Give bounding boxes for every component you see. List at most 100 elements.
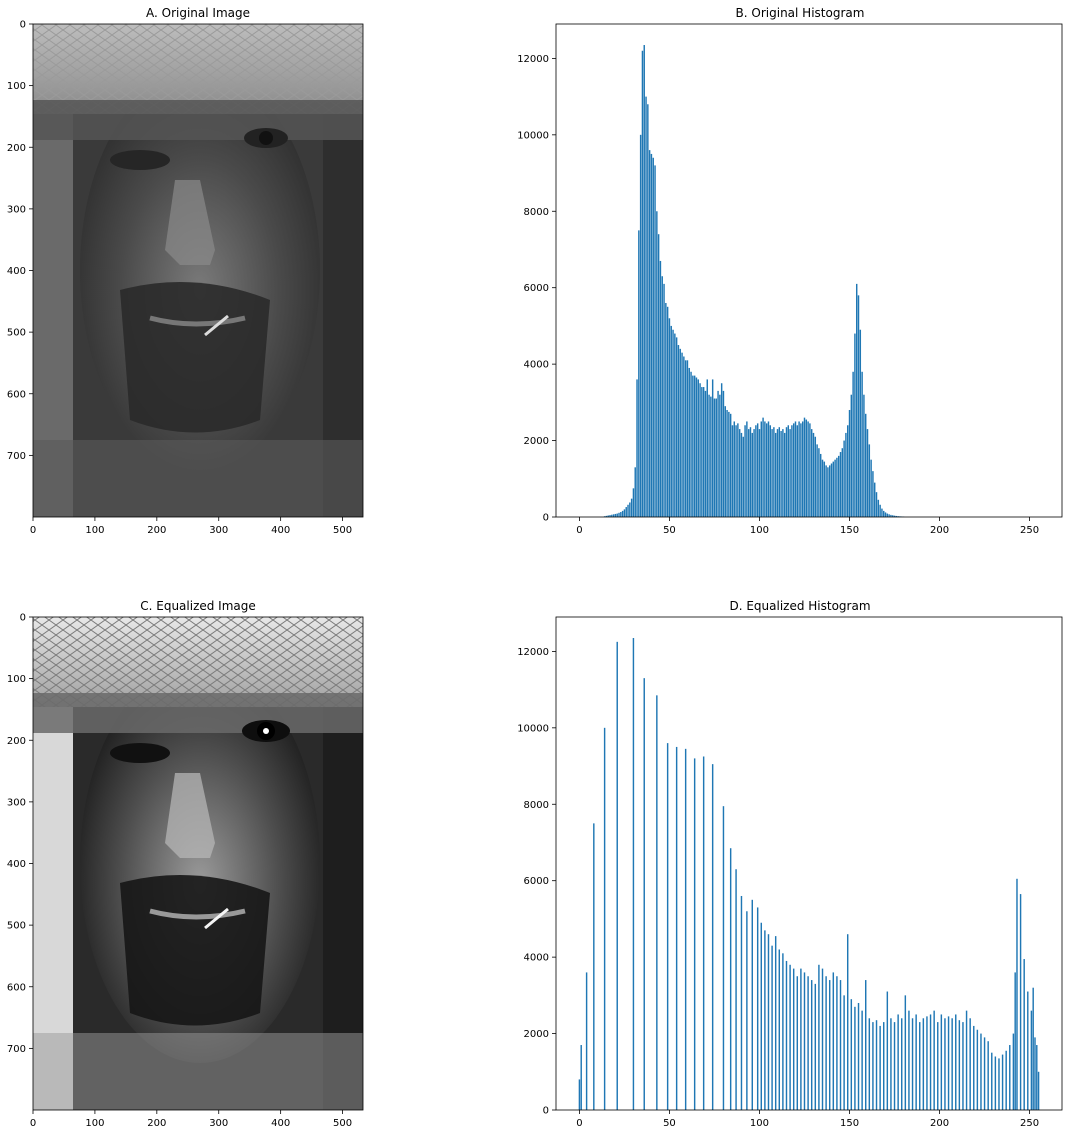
x-tick-label: 200	[147, 525, 166, 536]
histogram-bar	[751, 432, 753, 517]
histogram-bar	[854, 1006, 856, 1110]
histogram-bar	[713, 398, 716, 517]
histogram-bar	[717, 390, 719, 517]
histogram-bar	[666, 306, 669, 517]
histogram-bar	[872, 1022, 874, 1110]
histogram-bar	[875, 1020, 878, 1110]
histogram-bar	[756, 907, 759, 1110]
y-tick-label: 0	[543, 1106, 549, 1117]
x-tick-label: 150	[840, 1118, 859, 1129]
histogram-bar	[886, 513, 889, 517]
histogram-bar	[816, 444, 818, 517]
histogram-bar	[699, 383, 701, 517]
panel-equalized-image: C. Equalized Image 0 100 200 300 400 500 0 100 2…	[7, 599, 364, 1129]
histogram-bar	[803, 417, 806, 517]
panel-original-image: A. Original Image 0 100 200 300 400 500 0 100 20…	[7, 6, 364, 536]
histogram-bar	[865, 413, 867, 517]
histogram-bar	[836, 976, 838, 1110]
histogram-bar	[774, 432, 777, 517]
histogram-bar	[755, 425, 757, 517]
histogram-bar	[612, 514, 615, 517]
histogram-bar	[796, 976, 799, 1110]
histogram-bar	[926, 1016, 928, 1110]
histogram-bar	[857, 295, 860, 517]
histogram-bar	[933, 1010, 935, 1110]
histogram-bar	[805, 419, 808, 517]
panel-original-histogram: B. Original Histogram 0 50 100 150 200 250 0 20…	[517, 6, 1063, 536]
x-tick-label: 400	[271, 1118, 290, 1129]
histogram-bar	[810, 980, 813, 1110]
histogram-bar	[825, 465, 827, 517]
histogram-bar	[901, 1018, 903, 1110]
x-tick-label: 0	[30, 1118, 36, 1129]
histogram-bar	[684, 748, 687, 1110]
histogram-bar	[675, 746, 678, 1110]
histogram-bar	[776, 429, 779, 517]
histogram-bar	[866, 429, 869, 517]
x-tick-label: 150	[840, 525, 859, 536]
histogram-bar	[657, 234, 660, 518]
histogram-bar	[1019, 894, 1022, 1110]
histogram-bar	[874, 482, 876, 517]
histogram-bar	[737, 423, 739, 517]
histogram-bar	[764, 930, 766, 1110]
histogram-bar	[845, 432, 847, 517]
histogram-bar	[810, 429, 813, 517]
histogram-bar	[621, 510, 624, 517]
histogram-bar	[883, 510, 885, 517]
histogram-bar	[643, 678, 645, 1110]
histogram-bar	[976, 1029, 979, 1110]
histogram-bar	[888, 514, 890, 517]
histogram-bar	[884, 512, 887, 517]
panel-a-title: A. Original Image	[146, 6, 250, 20]
histogram-bar	[965, 1010, 968, 1110]
histogram-bar	[1034, 1037, 1036, 1110]
y-tick-label: 200	[7, 736, 26, 747]
histogram-bar	[1030, 1010, 1033, 1110]
histogram-bar	[785, 960, 788, 1110]
panel-equalized-histogram: D. Equalized Histogram 0 50 100 150 200 250 0 2…	[517, 599, 1063, 1129]
histogram-bar	[893, 1022, 896, 1110]
panel-b-title: B. Original Histogram	[736, 6, 865, 20]
histogram-bar	[947, 1016, 950, 1110]
x-tick-label: 300	[209, 525, 228, 536]
histogram-bar	[818, 964, 820, 1110]
histogram-bar	[1001, 1054, 1004, 1110]
histogram-bar	[773, 427, 775, 517]
y-tick-label: 700	[7, 451, 26, 462]
histogram-bar	[973, 1025, 975, 1110]
y-tick-label: 0	[20, 613, 26, 624]
histogram-bar	[857, 1002, 860, 1110]
histogram-bar	[821, 968, 824, 1110]
histogram-bar	[1009, 1045, 1011, 1110]
y-tick-label: 2000	[524, 436, 549, 447]
histogram-bar	[711, 379, 714, 517]
histogram-bar	[904, 995, 907, 1110]
y-tick-label: 500	[7, 328, 26, 339]
histogram-bar	[580, 1045, 582, 1110]
histogram-bar	[785, 427, 788, 517]
histogram-bar	[1005, 1050, 1007, 1110]
histogram-bar	[742, 436, 744, 517]
histogram-bar	[955, 1014, 957, 1110]
histogram-bar	[783, 432, 786, 517]
histogram-bar	[656, 211, 658, 518]
histogram-bar	[636, 379, 638, 517]
histogram-bar	[798, 421, 800, 517]
histogram-bar	[818, 448, 820, 517]
histogram-bar	[801, 421, 804, 517]
histogram-bar	[616, 641, 618, 1110]
histogram-bar	[868, 1018, 871, 1110]
histogram-bar	[890, 514, 892, 517]
histogram-bar	[821, 459, 824, 517]
histogram-bar	[828, 465, 831, 517]
x-tick-label: 250	[1020, 525, 1039, 536]
histogram-bar	[848, 409, 851, 517]
equalized-image	[33, 617, 363, 1110]
y-tick-label: 700	[7, 1044, 26, 1055]
x-tick-label: 100	[85, 1118, 104, 1129]
histogram-bar	[792, 423, 795, 517]
histogram-bar	[605, 515, 608, 517]
histogram-bar	[704, 390, 707, 517]
